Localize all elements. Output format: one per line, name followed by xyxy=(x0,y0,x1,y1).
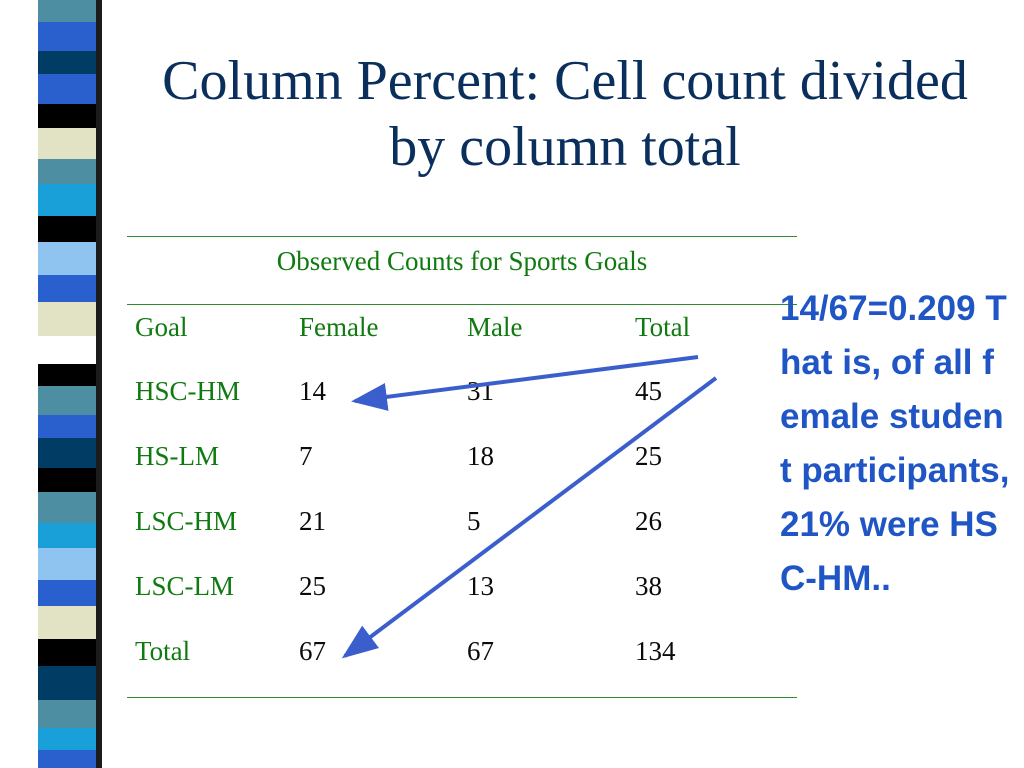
stripe-block xyxy=(38,242,96,275)
stripe-block xyxy=(38,128,96,159)
stripe-block xyxy=(38,184,96,216)
stripe-block xyxy=(38,750,96,768)
stripe-block xyxy=(38,386,96,415)
stripe-rail xyxy=(96,0,102,768)
annotation-note: 14/67=0.209 That is, of all female stude… xyxy=(780,289,1010,598)
row-total: 38 xyxy=(635,571,662,601)
stripe-block xyxy=(38,492,96,523)
stripe-block xyxy=(38,700,96,728)
header-male: Male xyxy=(467,312,523,342)
stripe-block xyxy=(38,728,96,750)
stripe-block xyxy=(38,159,96,184)
row-goal: HS-LM xyxy=(135,441,220,471)
stripe-block xyxy=(38,639,96,666)
row-female: 25 xyxy=(299,571,326,601)
table-bottom-rule xyxy=(127,697,797,698)
table-caption: Observed Counts for Sports Goals xyxy=(276,246,648,276)
row-goal: HSC-HM xyxy=(135,376,241,406)
stripe-block xyxy=(38,104,96,128)
row-female: 14 xyxy=(299,376,326,406)
stripe-block xyxy=(38,275,96,302)
counts-table: Observed Counts for Sports Goals Goal Fe… xyxy=(127,236,797,698)
stripe-block xyxy=(38,51,96,74)
stripe-block xyxy=(38,606,96,639)
stripe-block xyxy=(38,0,96,22)
stripe-block xyxy=(38,438,96,468)
row-total: 25 xyxy=(635,441,662,471)
row-goal: Total xyxy=(135,636,191,666)
header-goal: Goal xyxy=(135,312,188,342)
row-female: 7 xyxy=(299,441,313,471)
row-female: 21 xyxy=(299,506,326,536)
stripe-block xyxy=(38,216,96,242)
stripe-block xyxy=(38,468,96,492)
row-total: 45 xyxy=(635,376,662,406)
header-female: Female xyxy=(299,312,379,342)
row-male: 5 xyxy=(467,506,481,536)
table-top-rule xyxy=(127,236,797,237)
stripe-block xyxy=(38,666,96,700)
stripe-block xyxy=(38,336,96,364)
row-male: 67 xyxy=(467,636,494,666)
stripe-block xyxy=(38,22,96,51)
row-female: 67 xyxy=(299,636,326,666)
stripe-block xyxy=(38,74,96,104)
stripe-block xyxy=(38,302,96,336)
row-goal: LSC-LM xyxy=(135,571,235,601)
stripe-block xyxy=(38,523,96,548)
table-caption-rule xyxy=(127,304,797,305)
header-total: Total xyxy=(635,312,691,342)
row-goal: LSC-HM xyxy=(135,506,238,536)
slide-title: Column Percent: Cell count divided by co… xyxy=(162,50,968,178)
row-male: 13 xyxy=(467,571,494,601)
row-total: 134 xyxy=(635,636,676,666)
row-total: 26 xyxy=(635,506,662,536)
row-male: 18 xyxy=(467,441,494,471)
stripe-block xyxy=(38,580,96,606)
stripe-block xyxy=(38,415,96,438)
stripe-block xyxy=(38,548,96,580)
stripe-block xyxy=(38,364,96,386)
decorative-stripe xyxy=(0,0,118,768)
row-male: 31 xyxy=(467,376,494,406)
